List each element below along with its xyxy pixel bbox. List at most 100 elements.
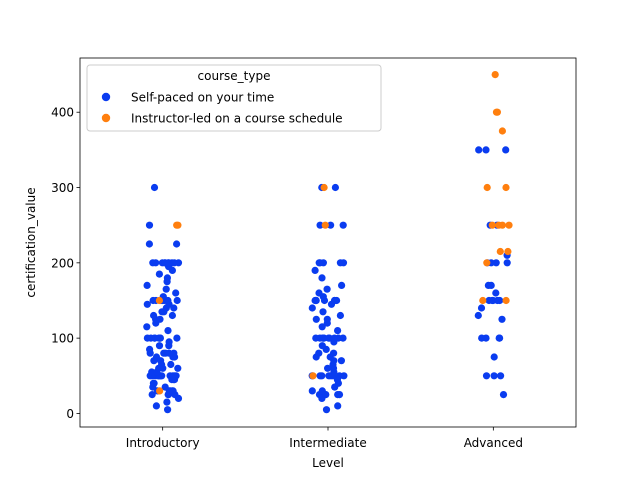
point-self-paced-on-your-time-intermediate	[318, 387, 326, 395]
point-instructor-led-on-a-course-schedule-advanced	[502, 296, 510, 305]
point-self-paced-on-your-time-advanced	[502, 146, 510, 154]
point-self-paced-on-your-time-advanced	[485, 296, 493, 305]
point-self-paced-on-your-time-intermediate	[334, 334, 342, 342]
x-tick-label-advanced: Advanced	[464, 436, 523, 450]
point-self-paced-on-your-time-introductory	[148, 368, 156, 376]
point-self-paced-on-your-time-introductory	[149, 296, 157, 305]
axes: 0 100 200 300 400 Introductory Intermediate Adv…	[51, 57, 577, 450]
point-self-paced-on-your-time-introductory	[170, 259, 178, 267]
point-self-paced-on-your-time-introductory	[145, 240, 153, 248]
y-tick-label-100: 100	[51, 332, 74, 346]
point-self-paced-on-your-time-introductory	[148, 391, 156, 399]
legend: course_type Self-paced on your time Inst…	[86, 64, 382, 132]
point-self-paced-on-your-time-introductory	[165, 259, 173, 267]
point-self-paced-on-your-time-intermediate	[330, 349, 338, 357]
point-self-paced-on-your-time-introductory	[168, 311, 176, 320]
point-self-paced-on-your-time-advanced	[475, 146, 483, 154]
point-self-paced-on-your-time-introductory	[169, 372, 177, 380]
point-self-paced-on-your-time-advanced	[490, 353, 498, 361]
point-self-paced-on-your-time-intermediate	[323, 315, 331, 323]
point-self-paced-on-your-time-intermediate	[334, 391, 342, 399]
point-self-paced-on-your-time-advanced	[498, 315, 506, 323]
point-self-paced-on-your-time-intermediate	[338, 281, 346, 289]
legend-title: course_type	[198, 69, 271, 83]
point-self-paced-on-your-time-introductory	[150, 311, 158, 320]
point-self-paced-on-your-time-intermediate	[336, 311, 344, 320]
point-self-paced-on-your-time-intermediate	[334, 402, 342, 410]
point-instructor-led-on-a-course-schedule-advanced	[504, 247, 512, 256]
point-self-paced-on-your-time-intermediate	[312, 315, 320, 323]
point-self-paced-on-your-time-advanced	[487, 281, 495, 289]
point-self-paced-on-your-time-introductory	[152, 402, 160, 410]
point-self-paced-on-your-time-intermediate	[325, 334, 333, 342]
point-instructor-led-on-a-course-schedule-advanced	[488, 221, 496, 229]
point-self-paced-on-your-time-introductory	[167, 360, 175, 369]
x-tick-label-intermediate: Intermediate	[289, 436, 366, 450]
point-self-paced-on-your-time-introductory	[152, 353, 161, 361]
y-tick-label-200: 200	[51, 256, 74, 270]
point-self-paced-on-your-time-introductory	[162, 285, 170, 293]
point-self-paced-on-your-time-introductory	[155, 342, 164, 350]
point-self-paced-on-your-time-intermediate	[308, 387, 316, 395]
point-instructor-led-on-a-course-schedule-introductory	[155, 296, 163, 305]
point-instructor-led-on-a-course-schedule-advanced	[505, 221, 513, 229]
point-self-paced-on-your-time-intermediate	[339, 221, 347, 229]
point-self-paced-on-your-time-intermediate	[315, 349, 323, 357]
point-self-paced-on-your-time-advanced	[492, 259, 500, 267]
point-self-paced-on-your-time-introductory	[143, 300, 151, 308]
point-self-paced-on-your-time-intermediate	[318, 342, 326, 350]
point-self-paced-on-your-time-intermediate	[337, 357, 345, 365]
point-instructor-led-on-a-course-schedule-advanced	[502, 183, 510, 192]
point-self-paced-on-your-time-introductory	[145, 221, 154, 229]
point-instructor-led-on-a-course-schedule-advanced	[495, 221, 503, 229]
point-self-paced-on-your-time-introductory	[174, 364, 182, 372]
point-instructor-led-on-a-course-schedule-advanced	[479, 296, 487, 305]
point-self-paced-on-your-time-advanced	[499, 391, 508, 399]
x-tick-label-introductory: Introductory	[126, 436, 200, 450]
point-self-paced-on-your-time-introductory	[156, 334, 164, 342]
legend-marker-instructor-led	[101, 113, 111, 123]
point-self-paced-on-your-time-intermediate	[319, 308, 327, 316]
point-self-paced-on-your-time-introductory	[143, 281, 151, 289]
point-self-paced-on-your-time-intermediate	[324, 364, 332, 372]
point-instructor-led-on-a-course-schedule-advanced	[498, 127, 506, 135]
point-self-paced-on-your-time-intermediate	[316, 372, 324, 380]
legend-box	[86, 64, 382, 132]
point-self-paced-on-your-time-introductory	[163, 398, 171, 406]
point-self-paced-on-your-time-introductory	[165, 338, 173, 346]
point-self-paced-on-your-time-introductory	[173, 296, 181, 305]
point-self-paced-on-your-time-introductory	[163, 274, 171, 282]
point-instructor-led-on-a-course-schedule-intermediate	[320, 183, 328, 192]
point-self-paced-on-your-time-introductory	[147, 334, 155, 342]
point-self-paced-on-your-time-intermediate	[316, 221, 324, 229]
point-self-paced-on-your-time-intermediate	[312, 296, 320, 305]
point-self-paced-on-your-time-advanced	[492, 289, 500, 297]
point-instructor-led-on-a-course-schedule-advanced	[483, 259, 491, 267]
point-self-paced-on-your-time-introductory	[143, 323, 151, 331]
point-self-paced-on-your-time-intermediate	[312, 334, 320, 342]
point-self-paced-on-your-time-intermediate	[335, 372, 344, 380]
point-self-paced-on-your-time-introductory	[172, 289, 180, 297]
point-self-paced-on-your-time-introductory	[156, 315, 164, 323]
point-self-paced-on-your-time-intermediate	[339, 259, 348, 267]
point-self-paced-on-your-time-introductory	[168, 387, 176, 395]
point-self-paced-on-your-time-advanced	[474, 311, 482, 320]
point-instructor-led-on-a-course-schedule-advanced	[491, 71, 499, 79]
point-self-paced-on-your-time-introductory	[161, 349, 170, 357]
point-self-paced-on-your-time-advanced	[503, 259, 511, 267]
point-instructor-led-on-a-course-schedule-introductory	[174, 221, 182, 229]
y-tick-label-400: 400	[51, 106, 74, 120]
legend-marker-self-paced	[101, 92, 111, 102]
point-self-paced-on-your-time-advanced	[477, 304, 486, 312]
point-self-paced-on-your-time-introductory	[146, 345, 154, 353]
point-self-paced-on-your-time-introductory	[164, 327, 172, 335]
point-self-paced-on-your-time-intermediate	[327, 221, 335, 229]
point-self-paced-on-your-time-introductory	[150, 183, 159, 192]
point-self-paced-on-your-time-introductory	[149, 379, 157, 387]
point-self-paced-on-your-time-advanced	[493, 296, 501, 305]
point-self-paced-on-your-time-intermediate	[311, 266, 319, 274]
point-self-paced-on-your-time-intermediate	[318, 274, 326, 282]
point-self-paced-on-your-time-advanced	[497, 372, 505, 380]
point-self-paced-on-your-time-advanced	[478, 334, 486, 342]
